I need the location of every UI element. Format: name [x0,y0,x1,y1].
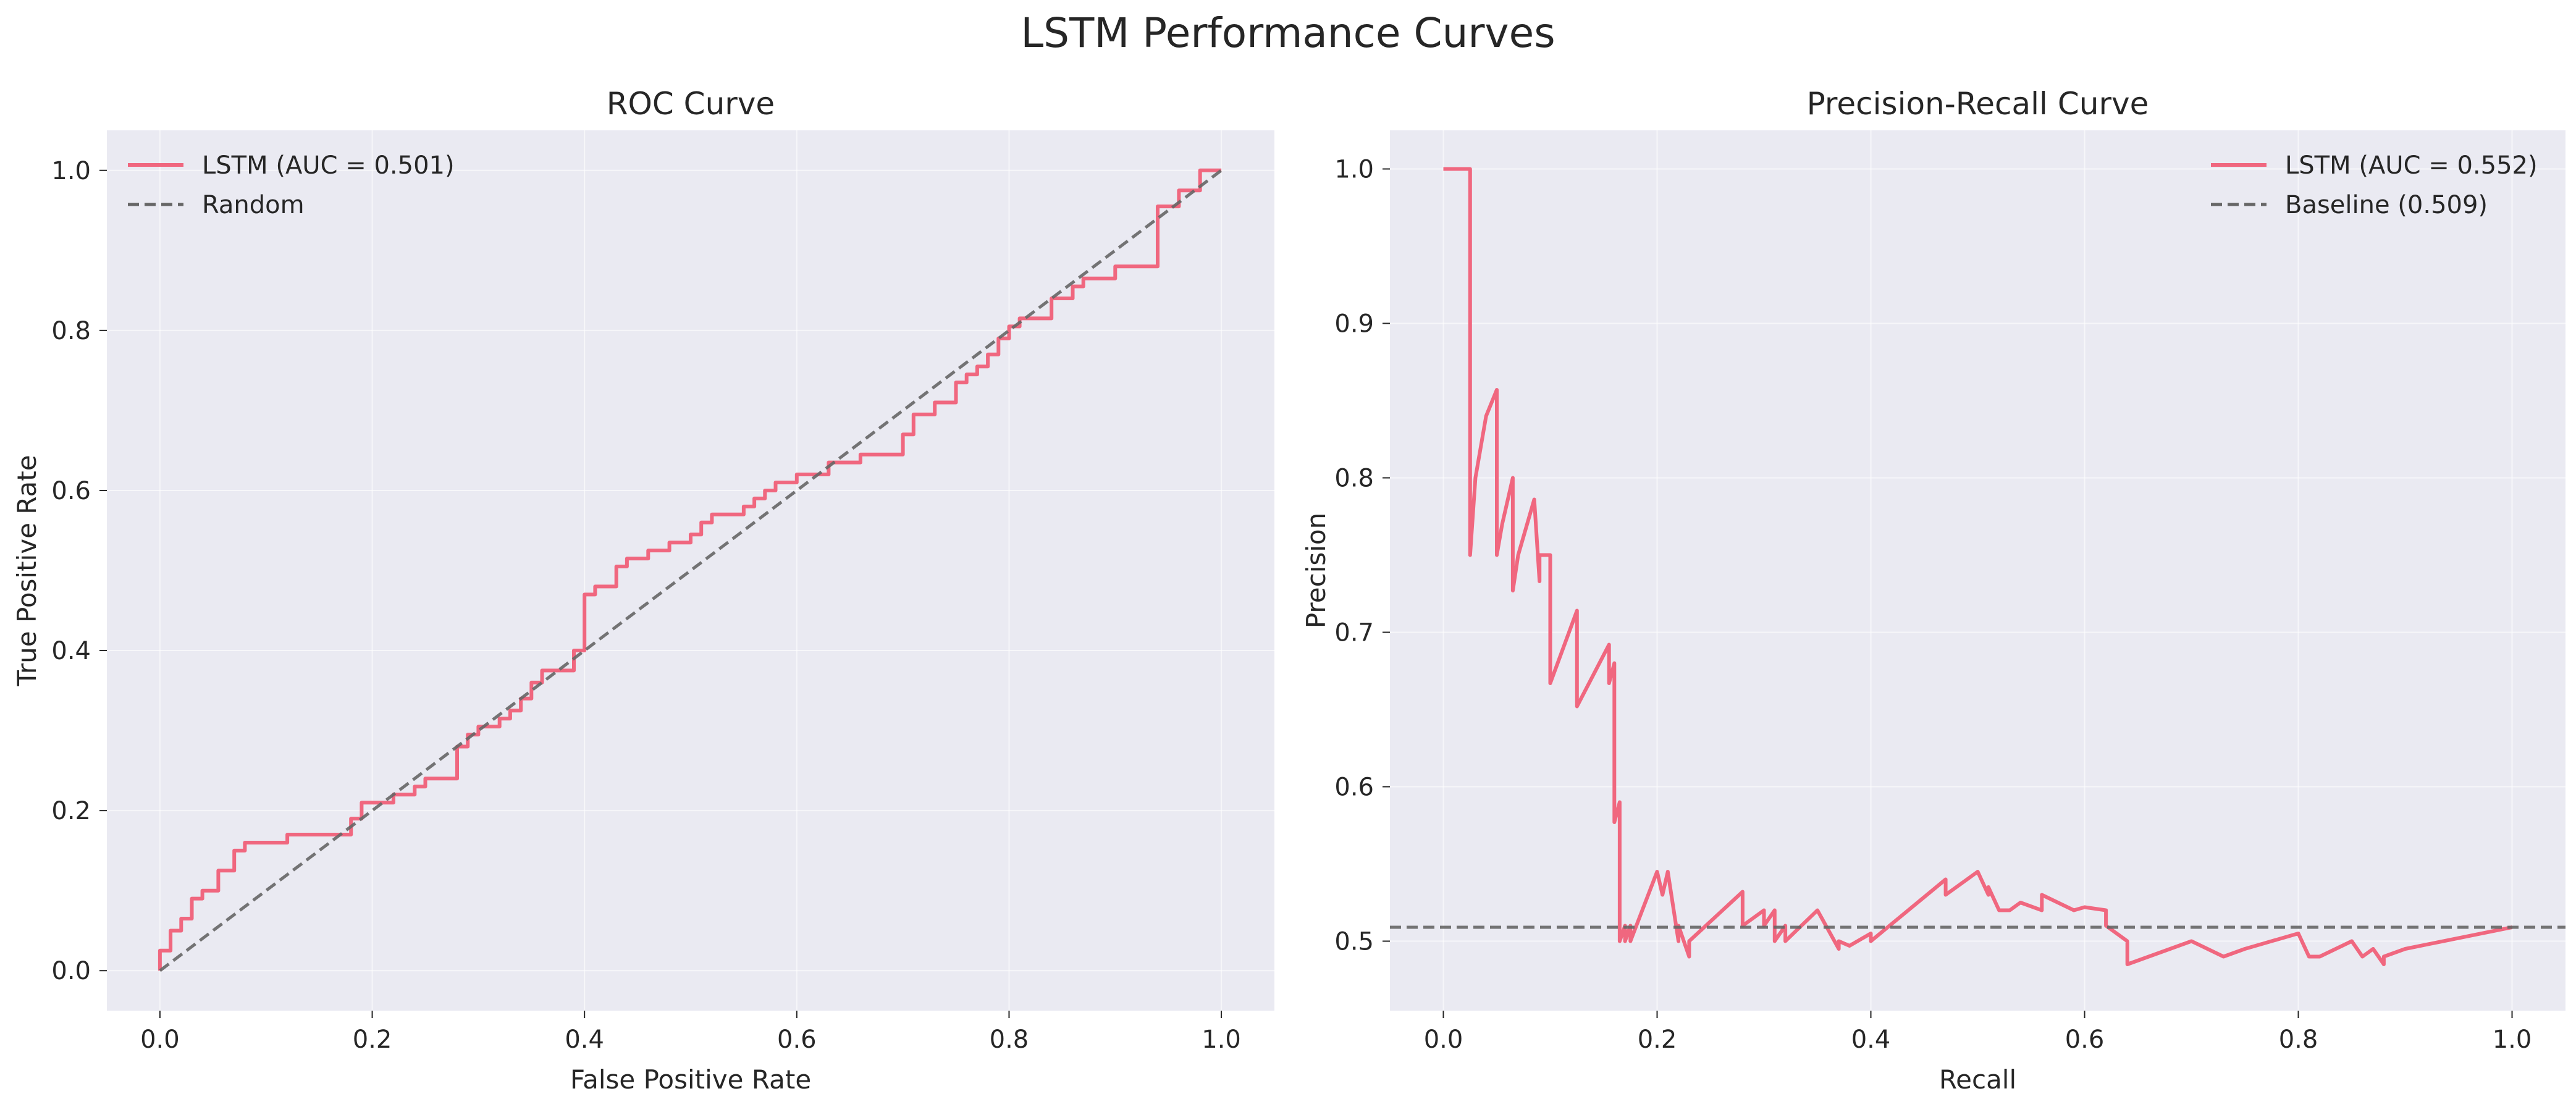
x-tick-label: 1.0 [2493,1025,2532,1054]
y-tick-label: 0.7 [1334,619,1374,647]
x-tick-label: 0.8 [990,1025,1029,1054]
precision-recall-curve-panel: 0.0 0.2 0.4 0.6 0.8 1.0 0.5 0.6 0.7 0.8 0.9 1.0 Prec… [1301,86,2565,1095]
x-tick-label: 1.0 [1202,1025,1241,1054]
roc-curve-panel: 0.0 0.2 0.4 0.6 0.8 1.0 0.0 0.2 0.4 0.6 0.8 1.0 ROC … [12,86,1274,1095]
y-tick-label: 0.6 [51,477,91,505]
reference-line [159,169,1223,972]
x-axis-label: Recall [1939,1064,2016,1095]
legend-label: Baseline (0.509) [2285,191,2488,219]
x-tick-label: 0.2 [1638,1025,1677,1054]
plot-area [1390,130,2565,1011]
axes-title: ROC Curve [607,86,775,122]
y-tick-label: 1.0 [51,157,91,185]
x-tick-label: 0.4 [1851,1025,1891,1054]
y-tick-label: 0.0 [51,957,91,985]
x-tick-label: 0.0 [140,1025,180,1054]
x-axis-label: False Positive Rate [570,1064,811,1095]
x-tick-label: 0.0 [1424,1025,1463,1054]
y-tick-label: 0.6 [1334,773,1374,802]
x-tick-label: 0.6 [2065,1025,2105,1054]
model-curve [158,168,1222,971]
x-tick-label: 0.6 [777,1025,817,1054]
legend: LSTM (AUC = 0.501) Random [128,151,455,219]
y-tick-label: 0.8 [51,317,91,345]
figure-title: LSTM Performance Curves [1021,9,1555,57]
y-axis-label: True Positive Rate [12,455,42,686]
x-tick-label: 0.4 [565,1025,604,1054]
x-tick-label: 0.8 [2279,1025,2318,1054]
legend-label: Random [202,191,305,219]
y-tick-label: 0.9 [1334,310,1374,339]
y-tick-label: 1.0 [1334,156,1374,184]
legend: LSTM (AUC = 0.552) Baseline (0.509) [2211,151,2538,219]
y-tick-label: 0.2 [51,797,91,825]
y-tick-label: 0.8 [1334,465,1374,493]
x-tick-label: 0.2 [353,1025,392,1054]
y-tick-label: 0.4 [51,637,91,665]
y-axis-label: Precision [1301,513,1331,628]
legend-label: LSTM (AUC = 0.552) [2285,151,2538,180]
axes-title: Precision-Recall Curve [1807,86,2149,122]
y-tick-label: 0.5 [1334,928,1374,956]
legend-label: LSTM (AUC = 0.501) [202,151,455,180]
